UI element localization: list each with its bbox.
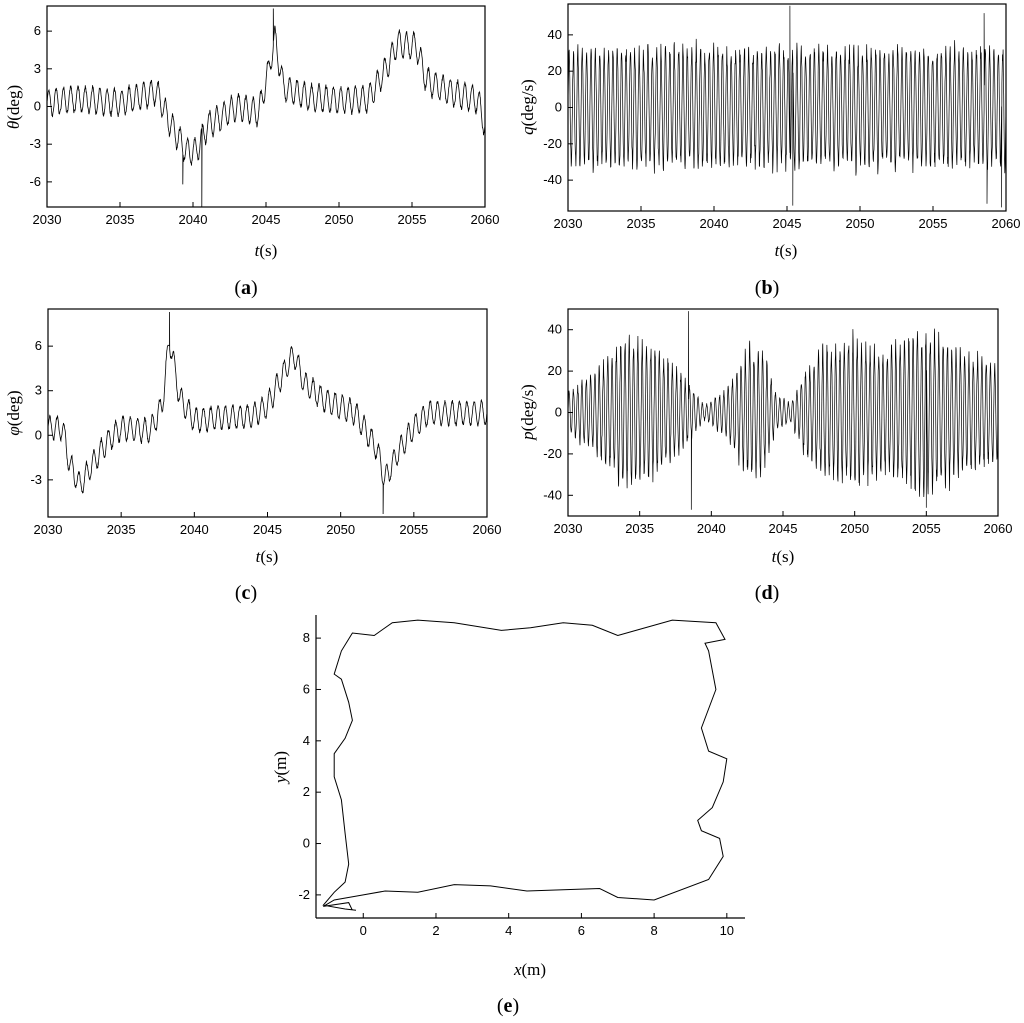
y-tick-label: 3 — [34, 61, 41, 76]
x-tick-label: 2 — [432, 923, 439, 938]
chart-a-panel-label: (a) — [234, 277, 257, 299]
x-tick-label: 2050 — [325, 212, 354, 227]
y-tick-label: 4 — [303, 733, 310, 748]
y-tick-label: 6 — [34, 23, 41, 38]
y-tick-label: 3 — [35, 383, 42, 398]
x-tick-label: 8 — [650, 923, 657, 938]
x-tick-label: 2035 — [625, 521, 654, 536]
y-tick-label: -3 — [30, 472, 42, 487]
x-tick-label: 2060 — [471, 212, 500, 227]
chart-e-ylabel: y(m) — [271, 751, 290, 785]
x-tick-label: 2045 — [769, 521, 798, 536]
x-tick-label: 2040 — [700, 216, 729, 231]
chart-e-xlabel: x(m) — [513, 960, 546, 979]
x-tick-label: 2055 — [399, 522, 428, 537]
chart-a: 2030 2035 2040 2045 2050 2055 2060 -6 -3 0 3 6 t(s)… — [4, 5, 499, 299]
y-tick-label: -20 — [543, 136, 562, 151]
x-tick-label: 2050 — [846, 216, 875, 231]
x-tick-label: 2055 — [919, 216, 948, 231]
chart-b-xlabel: t(s) — [775, 241, 798, 260]
y-tick-label: 20 — [548, 363, 562, 378]
x-tick-label: 0 — [360, 923, 367, 938]
x-tick-label: 2040 — [179, 212, 208, 227]
x-tick-label: 4 — [505, 923, 512, 938]
x-tick-label: 2035 — [106, 212, 135, 227]
x-tick-label: 2050 — [840, 521, 869, 536]
chart-b-panel-label: (b) — [755, 277, 779, 299]
y-tick-label: 0 — [555, 405, 562, 420]
x-tick-label: 2050 — [326, 522, 355, 537]
chart-b: 2030 2035 2040 2045 2050 2055 2060-40-2002040 … — [518, 3, 1020, 299]
y-tick-label: 0 — [34, 99, 41, 114]
chart-d-ylabel: p(deg/s) — [518, 384, 537, 441]
x-tick-label: 10 — [720, 923, 734, 938]
y-tick-label: 2 — [303, 784, 310, 799]
chart-b-ylabel: q(deg/s) — [518, 79, 537, 135]
y-tick-label: -3 — [29, 136, 41, 151]
x-tick-label: 6 — [578, 923, 585, 938]
chart-a-ticks: 2030 2035 2040 2045 2050 2055 2060 -6 -3 0 3 6 — [29, 23, 499, 227]
y-tick-label: 0 — [555, 100, 562, 115]
y-tick-label: -6 — [29, 174, 41, 189]
chart-c-panel-label: (c) — [235, 582, 257, 604]
y-tick-label: 40 — [548, 322, 562, 337]
x-tick-label: 2030 — [554, 521, 583, 536]
x-tick-label: 2055 — [912, 521, 941, 536]
x-tick-label: 2035 — [627, 216, 656, 231]
x-tick-label: 2040 — [180, 522, 209, 537]
chart-c-ylabel: φ(deg) — [4, 390, 23, 435]
x-tick-label: 2030 — [34, 522, 63, 537]
chart-c-xlabel: t(s) — [256, 547, 279, 566]
x-tick-label: 2060 — [984, 521, 1013, 536]
chart-d: 2030 2035 2040 2045 2050 2055 2060-40-2002040 … — [518, 308, 1012, 604]
y-tick-label: -20 — [543, 446, 562, 461]
chart-a-ylabel: θ(deg) — [4, 85, 23, 129]
x-tick-label: 2035 — [107, 522, 136, 537]
x-tick-label: 2030 — [554, 216, 583, 231]
chart-a-series-line — [46, 8, 486, 208]
x-tick-label: 2045 — [252, 212, 281, 227]
chart-e-trajectory-line — [322, 619, 728, 911]
chart-a-xlabel: t(s) — [255, 241, 278, 260]
chart-e: 0 2 4 6 8 10 -2 0 2 4 6 8 x(m) y(m) (e) — [271, 615, 745, 1017]
x-tick-label: 2040 — [697, 521, 726, 536]
x-tick-label: 2055 — [398, 212, 427, 227]
x-tick-label: 2060 — [473, 522, 502, 537]
y-tick-label: 0 — [303, 836, 310, 851]
chart-e-ticks: 0 2 4 6 8 10 -2 0 2 4 6 8 — [298, 630, 734, 938]
chart-c-frame — [47, 308, 488, 518]
y-tick-label: -2 — [298, 887, 310, 902]
chart-c-series-line — [47, 311, 488, 515]
x-tick-label: 2060 — [992, 216, 1021, 231]
y-tick-label: 6 — [35, 338, 42, 353]
y-tick-label: 6 — [303, 681, 310, 696]
chart-d-xlabel: t(s) — [772, 547, 795, 566]
chart-c-ticks: 2030 2035 2040 2045 2050 2055 2060 -3 0 3 6 — [30, 338, 501, 537]
chart-b-series-line — [567, 5, 1007, 208]
y-tick-label: 20 — [548, 63, 562, 78]
chart-c: 2030 2035 2040 2045 2050 2055 2060 -3 0 3 6 t(s) φ… — [4, 308, 501, 604]
x-tick-label: 2030 — [33, 212, 62, 227]
y-tick-label: 8 — [303, 630, 310, 645]
y-tick-label: 0 — [35, 427, 42, 442]
chart-d-panel-label: (d) — [755, 582, 779, 604]
x-tick-label: 2045 — [773, 216, 802, 231]
x-tick-label: 2045 — [253, 522, 282, 537]
chart-e-panel-label: (e) — [497, 995, 519, 1017]
y-tick-label: 40 — [548, 27, 562, 42]
y-tick-label: -40 — [543, 172, 562, 187]
chart-d-series-line — [567, 311, 999, 510]
y-tick-label: -40 — [543, 487, 562, 502]
